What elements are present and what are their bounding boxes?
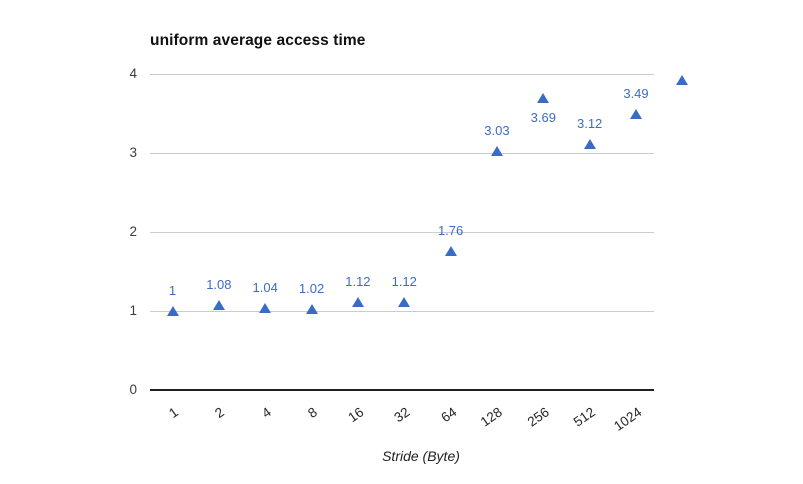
data-point-label: 1.02 [298,281,325,297]
x-tick-label-4: 4 [258,404,274,421]
x-tick-label-256: 256 [524,404,552,430]
data-point-marker [351,296,364,307]
y-axis-label-4: 4 [129,66,137,81]
y-axis-label-1: 1 [129,303,137,318]
x-axis-line [150,389,654,391]
data-point-label: 1 [168,283,177,298]
data-point-label: 3.49 [623,86,649,102]
x-tick-label-2: 2 [212,404,228,421]
x-axis-title: Stride (Byte) [382,448,460,464]
gridline-y-3 [150,152,654,154]
data-point-label: 1.76 [437,222,464,238]
y-axis-label-2: 2 [129,224,137,239]
gridline-y-1 [150,310,654,312]
x-tick-label-512: 512 [570,404,598,430]
data-point-label: 3.69 [530,110,556,126]
data-point-label: 1.12 [345,273,371,289]
x-tick-label-1024: 1024 [611,404,645,434]
data-point-marker [676,75,689,86]
data-point-label: 1.12 [391,273,417,289]
data-point-marker [630,109,642,120]
x-tick-label-64: 64 [437,404,459,426]
y-axis-label-0: 0 [129,382,137,397]
x-tick-label-16: 16 [345,404,367,426]
data-point-label: 3.12 [576,115,603,131]
data-point-marker [398,296,411,307]
data-point-marker [259,302,272,313]
x-tick-label-1: 1 [166,404,181,421]
gridline-y-4 [150,73,654,75]
data-point-label: 1.04 [252,279,278,295]
gridline-y-2 [150,231,654,233]
chart-title: uniform average access time [150,32,366,49]
data-point-label: 1.08 [206,276,232,292]
data-point-marker [444,245,457,256]
x-tick-label-32: 32 [391,404,413,426]
data-point-marker [212,299,225,310]
data-point-marker [166,306,179,316]
y-axis-label-3: 3 [129,145,137,160]
data-point-marker [490,145,503,156]
x-tick-label-128: 128 [478,404,506,430]
data-point-marker [305,304,318,315]
data-point-marker [583,138,596,149]
data-point-marker [537,93,550,104]
data-point-label: 3.03 [484,122,510,138]
x-tick-label-8: 8 [305,404,320,421]
